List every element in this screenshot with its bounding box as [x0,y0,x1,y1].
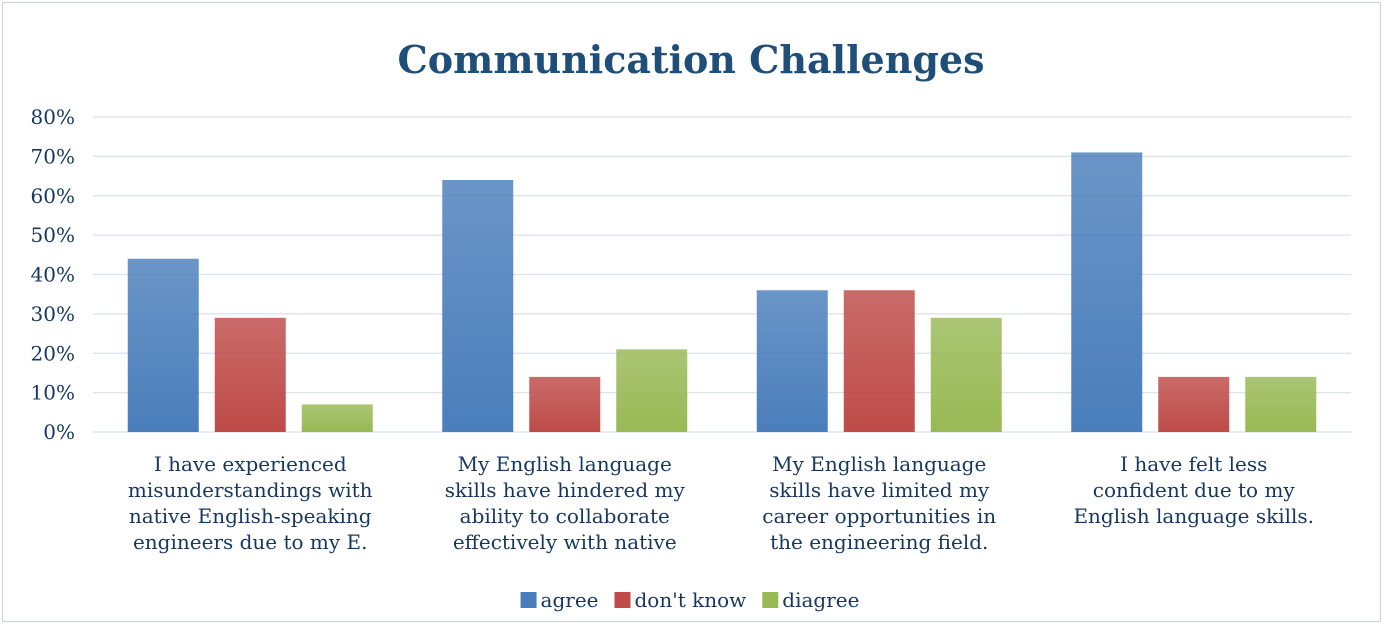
x-axis-labels: I have experienced misunderstandings with… [128,452,1314,554]
x-category-label: I have felt less confident due to my Engli… [1073,452,1314,528]
bar-don-t-know [1158,376,1230,432]
x-category-label: My English language skills have limited m… [762,452,996,554]
y-tick-label: 70% [31,144,75,168]
legend-swatch-don-t-know [614,592,631,608]
x-category-label: My English language skills have hindered … [445,452,686,554]
bar-agree [442,180,514,432]
bar-diagree [930,317,1002,432]
bar-diagree [301,404,373,432]
legend-label-diagree: diagree [782,588,859,612]
gridlines [93,116,1351,433]
legend-swatch-agree [520,592,537,608]
bar-don-t-know [529,376,601,432]
bar-don-t-know [843,290,915,432]
y-tick-label: 0% [43,420,75,444]
bar-diagree [1245,376,1317,432]
y-tick-label: 10% [31,381,75,405]
y-tick-label: 40% [31,263,75,287]
legend-swatch-diagree [762,592,779,608]
bar-agree [1071,152,1143,432]
legend-label-agree: agree [541,588,599,612]
bar-don-t-know [214,317,286,432]
bar-agree [756,290,828,432]
y-tick-label: 20% [31,341,75,365]
legend: agree don't know diagree [520,588,859,612]
bar-diagree [616,349,688,432]
y-tick-label: 80% [31,105,75,129]
bar-agree [127,258,199,432]
bars [127,152,1317,432]
y-tick-label: 30% [31,302,75,326]
y-tick-label: 60% [31,184,75,208]
x-category-label: I have experienced misunderstandings with… [128,452,373,554]
bar-chart: Communication Challenges 0% 10% 20% 30% 40% 5… [31,37,1351,612]
y-axis-ticks: 0% 10% 20% 30% 40% 50% 60% 70% 80% [31,105,75,444]
chart-title: Communication Challenges [398,37,985,82]
legend-label-don-t-know: don't know [635,588,747,612]
y-tick-label: 50% [31,223,75,247]
